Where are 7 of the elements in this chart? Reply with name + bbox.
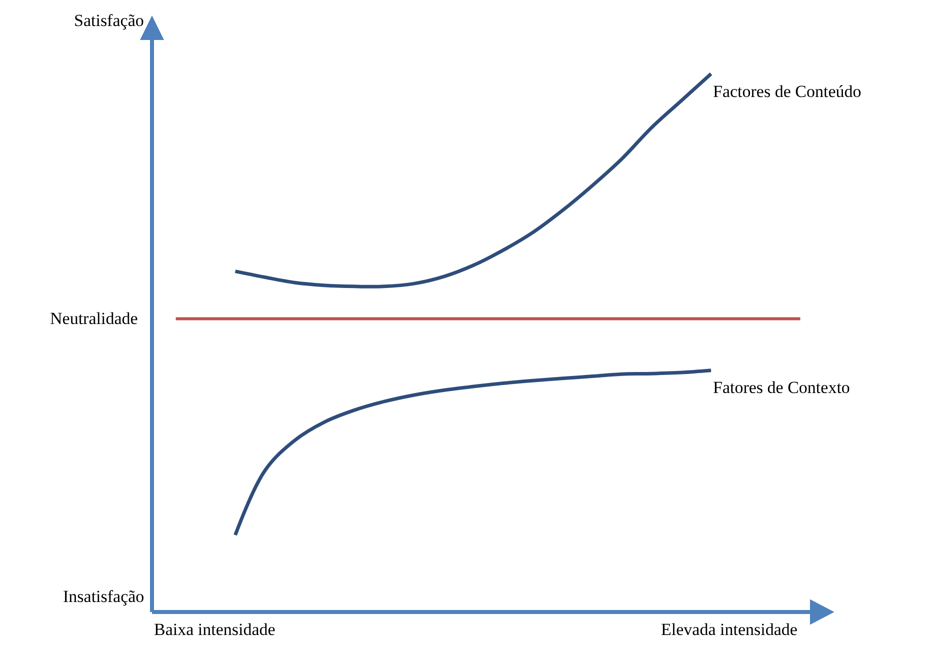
text: Insatisfação	[63, 587, 144, 606]
text: Elevada intensidade	[661, 620, 798, 639]
series-label: Fatores de Contexto	[713, 378, 850, 397]
text: Baixa intensidade	[154, 620, 276, 639]
text: Satisfação	[74, 11, 144, 30]
ref-line-label: Neutralidade	[50, 309, 138, 328]
series-label: Factores de Conteúdo	[713, 82, 862, 101]
